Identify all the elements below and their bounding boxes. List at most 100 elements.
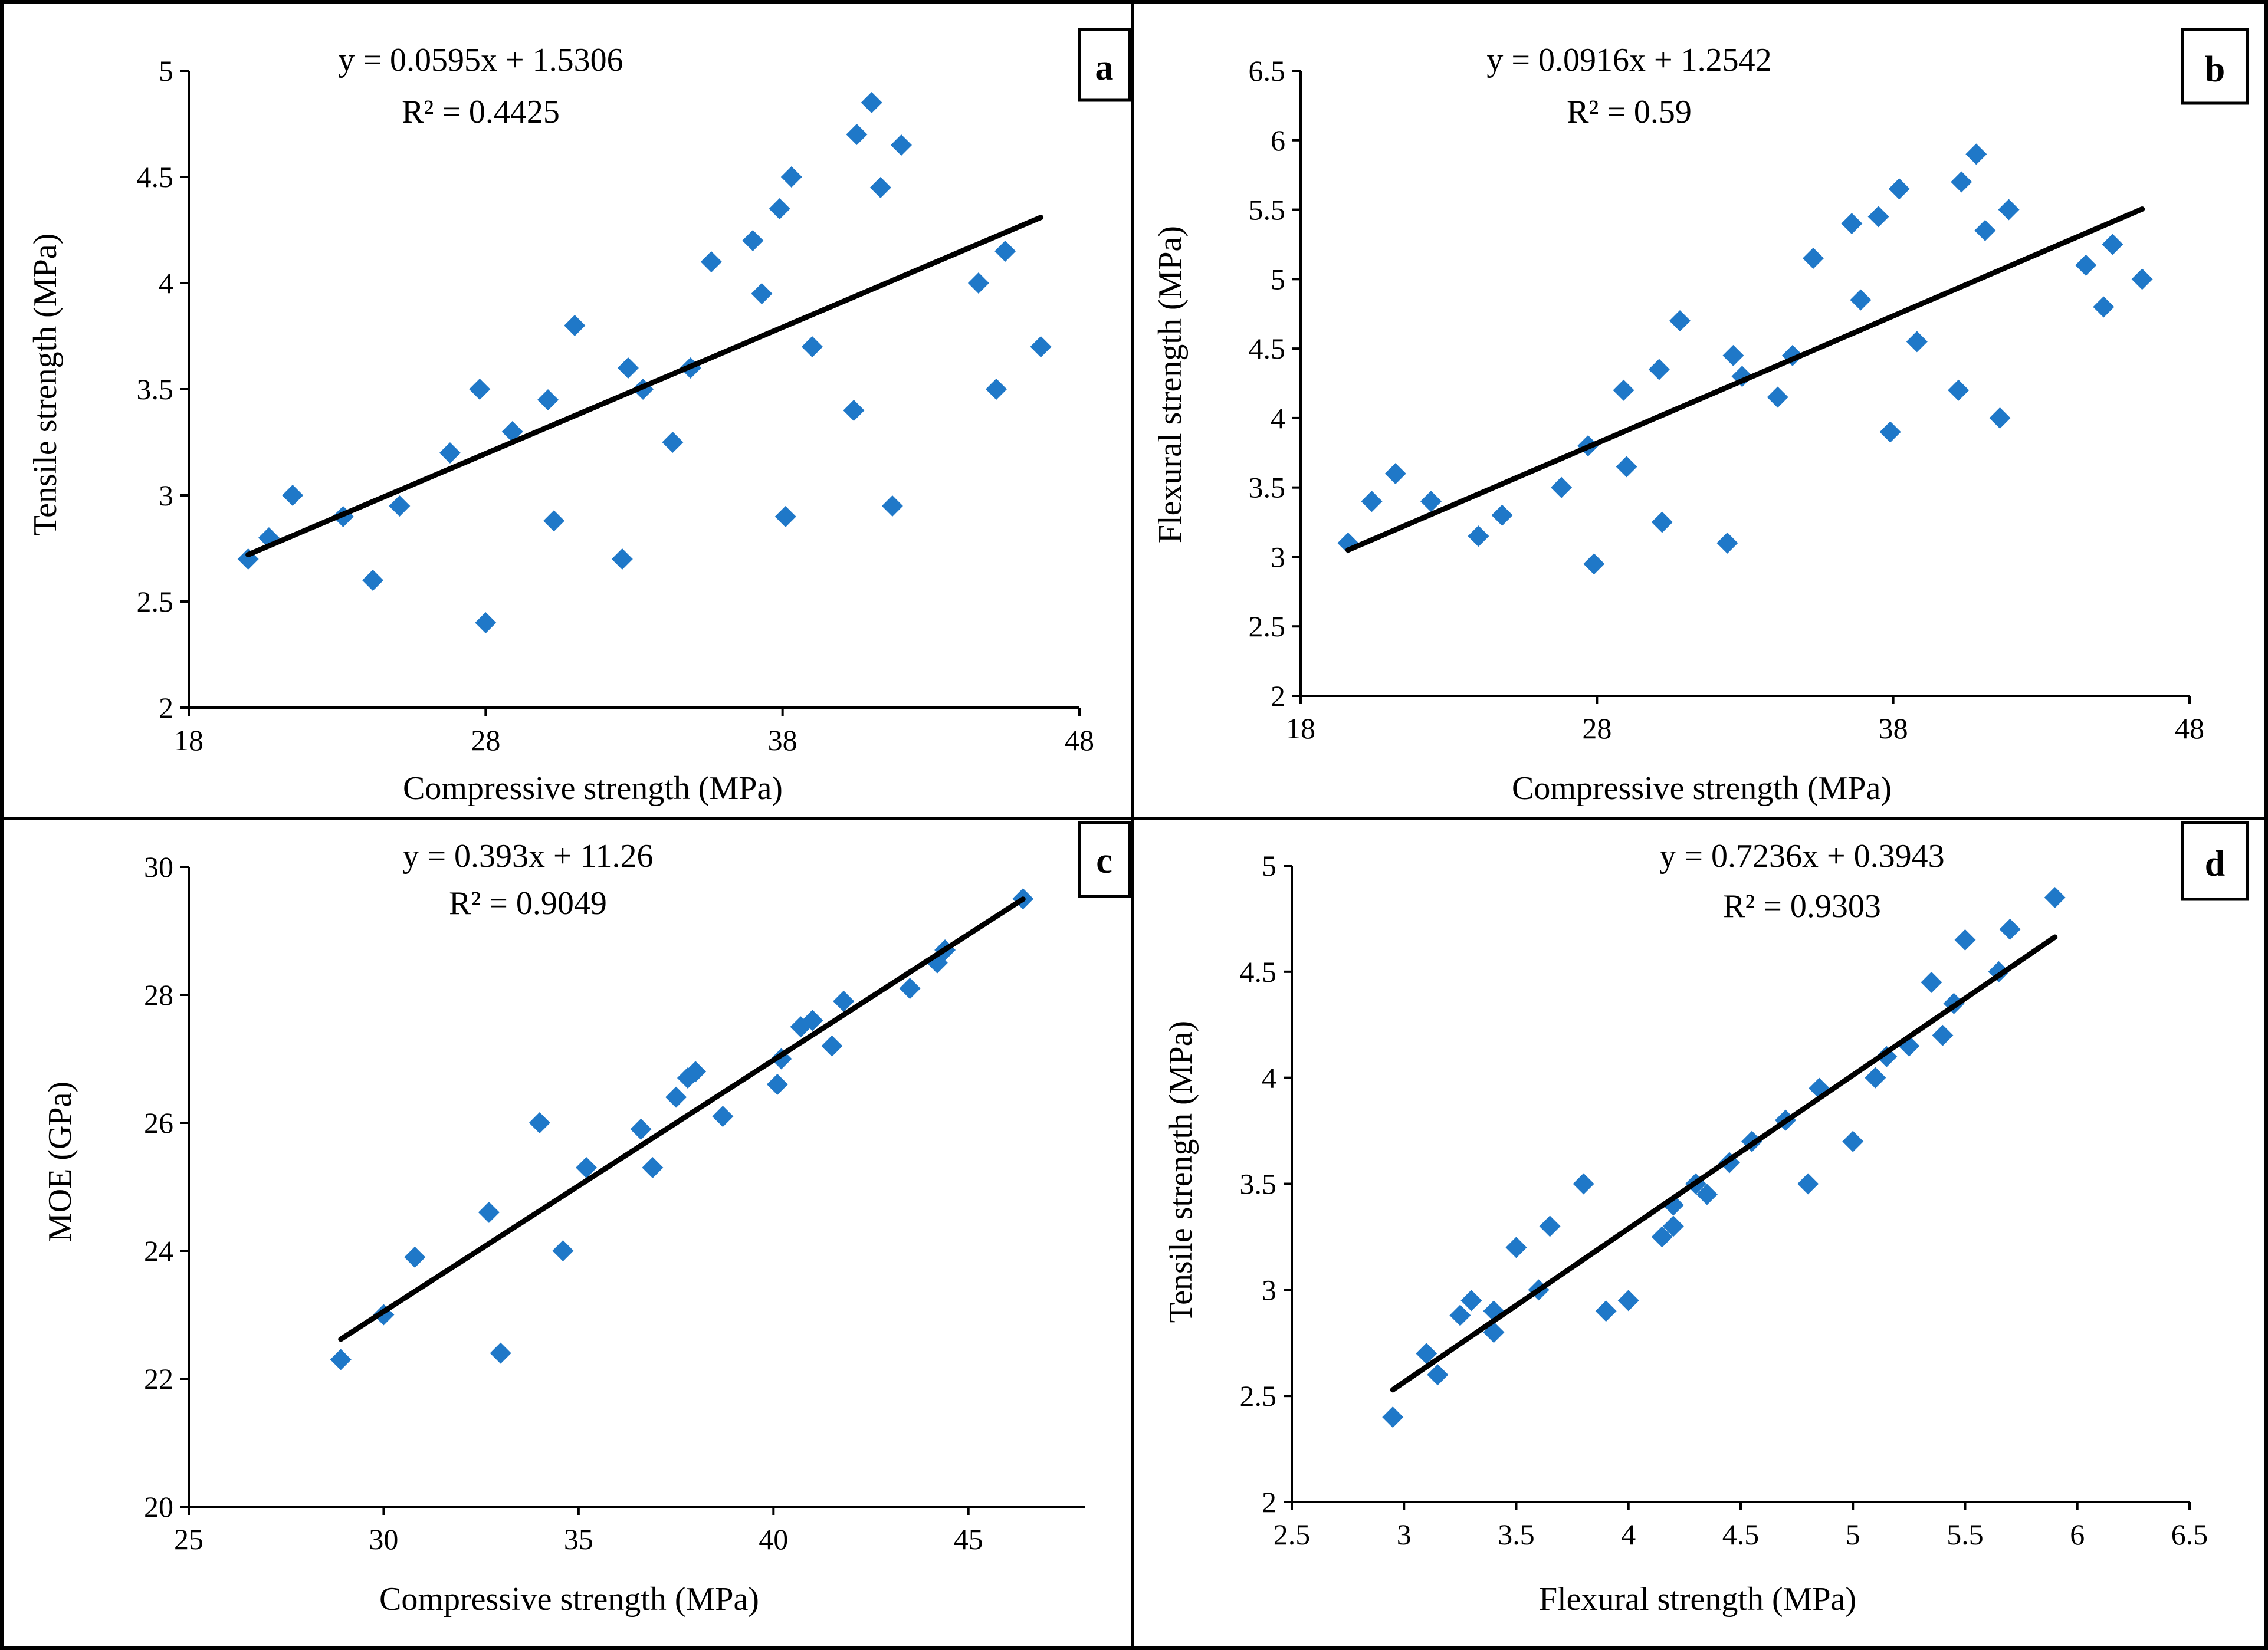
y-tick-label: 3.5 [1240, 1168, 1277, 1201]
data-point [552, 1240, 574, 1261]
data-point [1662, 1215, 1684, 1237]
x-axis-title: Compressive strength (MPa) [1512, 770, 1892, 807]
chart-panel-d: Tensile strength (MPa) Flexural strength… [1163, 821, 2249, 1618]
data-point [642, 1156, 664, 1178]
data-point [1965, 143, 1987, 165]
x-tick-label: 28 [471, 724, 500, 757]
x-tick-label: 6 [2070, 1518, 2085, 1551]
x-tick-label: 18 [1286, 712, 1315, 745]
data-point [1651, 511, 1673, 533]
data-point [1850, 289, 1872, 311]
data-point [1722, 344, 1744, 366]
data-point [1932, 1024, 1954, 1046]
data-point [1888, 178, 1910, 200]
y-tick-label: 2 [159, 691, 173, 724]
data-point [576, 1156, 598, 1178]
data-point [1491, 504, 1513, 526]
data-point [751, 283, 773, 304]
y-tick-label: 4.5 [137, 160, 174, 193]
y-tick-label: 28 [144, 978, 173, 1011]
y-tick-label: 4.5 [1240, 955, 1277, 988]
x-tick-label: 6.5 [2171, 1518, 2208, 1551]
x-tick-label: 4.5 [1722, 1518, 1760, 1551]
data-point [774, 506, 796, 527]
r-squared-label: R² = 0.59 [1567, 94, 1692, 130]
x-tick-label: 4 [1621, 1518, 1636, 1551]
data-point [967, 272, 989, 294]
x-tick-label: 25 [174, 1523, 204, 1556]
data-point [1613, 379, 1634, 401]
y-tick-label: 2.5 [1240, 1379, 1277, 1412]
trendline [1345, 206, 2145, 553]
data-point [2093, 296, 2115, 318]
data-point [1427, 1364, 1449, 1386]
panel-label-box [1078, 28, 1131, 102]
chart-panel-c: MOE (GPa) Compressive strength (MPa) y =… [42, 821, 1131, 1618]
data-point [630, 1118, 652, 1140]
data-point [1616, 456, 1637, 478]
panel-label: c [1096, 841, 1112, 881]
data-point [769, 198, 790, 219]
y-tick-label: 5.5 [1249, 193, 1286, 226]
trendline-equation: y = 0.7236x + 0.3943 [1659, 838, 1944, 875]
y-tick-label: 6.5 [1249, 54, 1286, 87]
data-point [1951, 171, 1972, 193]
y-tick-label: 22 [144, 1362, 173, 1395]
data-point [1974, 219, 1996, 241]
trendline [338, 896, 1026, 1342]
data-point [1468, 525, 1489, 547]
y-tick-label: 4.5 [1249, 332, 1286, 365]
y-tick-label: 3 [1262, 1273, 1276, 1306]
data-point [742, 230, 764, 251]
data-point [1617, 1290, 1639, 1312]
data-point [543, 510, 565, 532]
data-point [780, 166, 802, 188]
y-tick-label: 2.5 [137, 585, 174, 618]
y-axis-title: Tensile strength (MPa) [1163, 1021, 1199, 1323]
data-point [490, 1342, 511, 1364]
y-tick-label: 4 [1262, 1061, 1276, 1094]
data-point [846, 124, 868, 145]
data-point [881, 495, 903, 517]
data-point [1595, 1300, 1617, 1322]
data-point [389, 495, 411, 517]
y-tick-label: 4 [1271, 402, 1285, 435]
x-axis-title: Flexural strength (MPa) [1539, 1581, 1856, 1618]
data-point [766, 1073, 788, 1095]
r-squared-label: R² = 0.9303 [1723, 888, 1881, 925]
y-tick-label: 3 [1271, 540, 1285, 573]
data-point [1716, 532, 1738, 554]
data-point [362, 570, 384, 591]
x-axis-title: Compressive strength (MPa) [403, 770, 783, 807]
data-point [1921, 971, 1942, 993]
chart-panel-b: Flexural strength (MPa) Compressive stre… [1152, 28, 2249, 807]
x-tick-label: 38 [768, 724, 797, 757]
x-tick-label: 3 [1397, 1518, 1412, 1551]
data-point [994, 241, 1016, 262]
y-tick-label: 2 [1271, 679, 1285, 712]
x-tick-label: 38 [1879, 712, 1908, 745]
data-point [861, 92, 882, 113]
data-point [501, 421, 523, 442]
y-tick-label: 6 [1271, 124, 1285, 157]
data-point [1648, 359, 1670, 380]
data-point [1361, 491, 1383, 512]
data-point [1948, 379, 1970, 401]
x-tick-label: 5 [1846, 1518, 1860, 1551]
data-point [475, 612, 497, 633]
data-point [1420, 491, 1442, 512]
trendline-equation: y = 0.0595x + 1.5306 [338, 42, 623, 78]
data-point [529, 1112, 550, 1133]
panel-label: b [2205, 50, 2225, 90]
x-tick-label: 48 [2175, 712, 2204, 745]
data-point [700, 251, 722, 272]
x-tick-label: 45 [954, 1523, 983, 1556]
data-point [1867, 206, 1889, 228]
data-point [1384, 463, 1406, 485]
data-point [712, 1106, 734, 1128]
panel-label: a [1095, 48, 1114, 88]
data-point [843, 400, 865, 421]
data-point [1416, 1343, 1437, 1365]
data-point [1460, 1290, 1482, 1312]
y-tick-label: 5 [159, 54, 173, 87]
